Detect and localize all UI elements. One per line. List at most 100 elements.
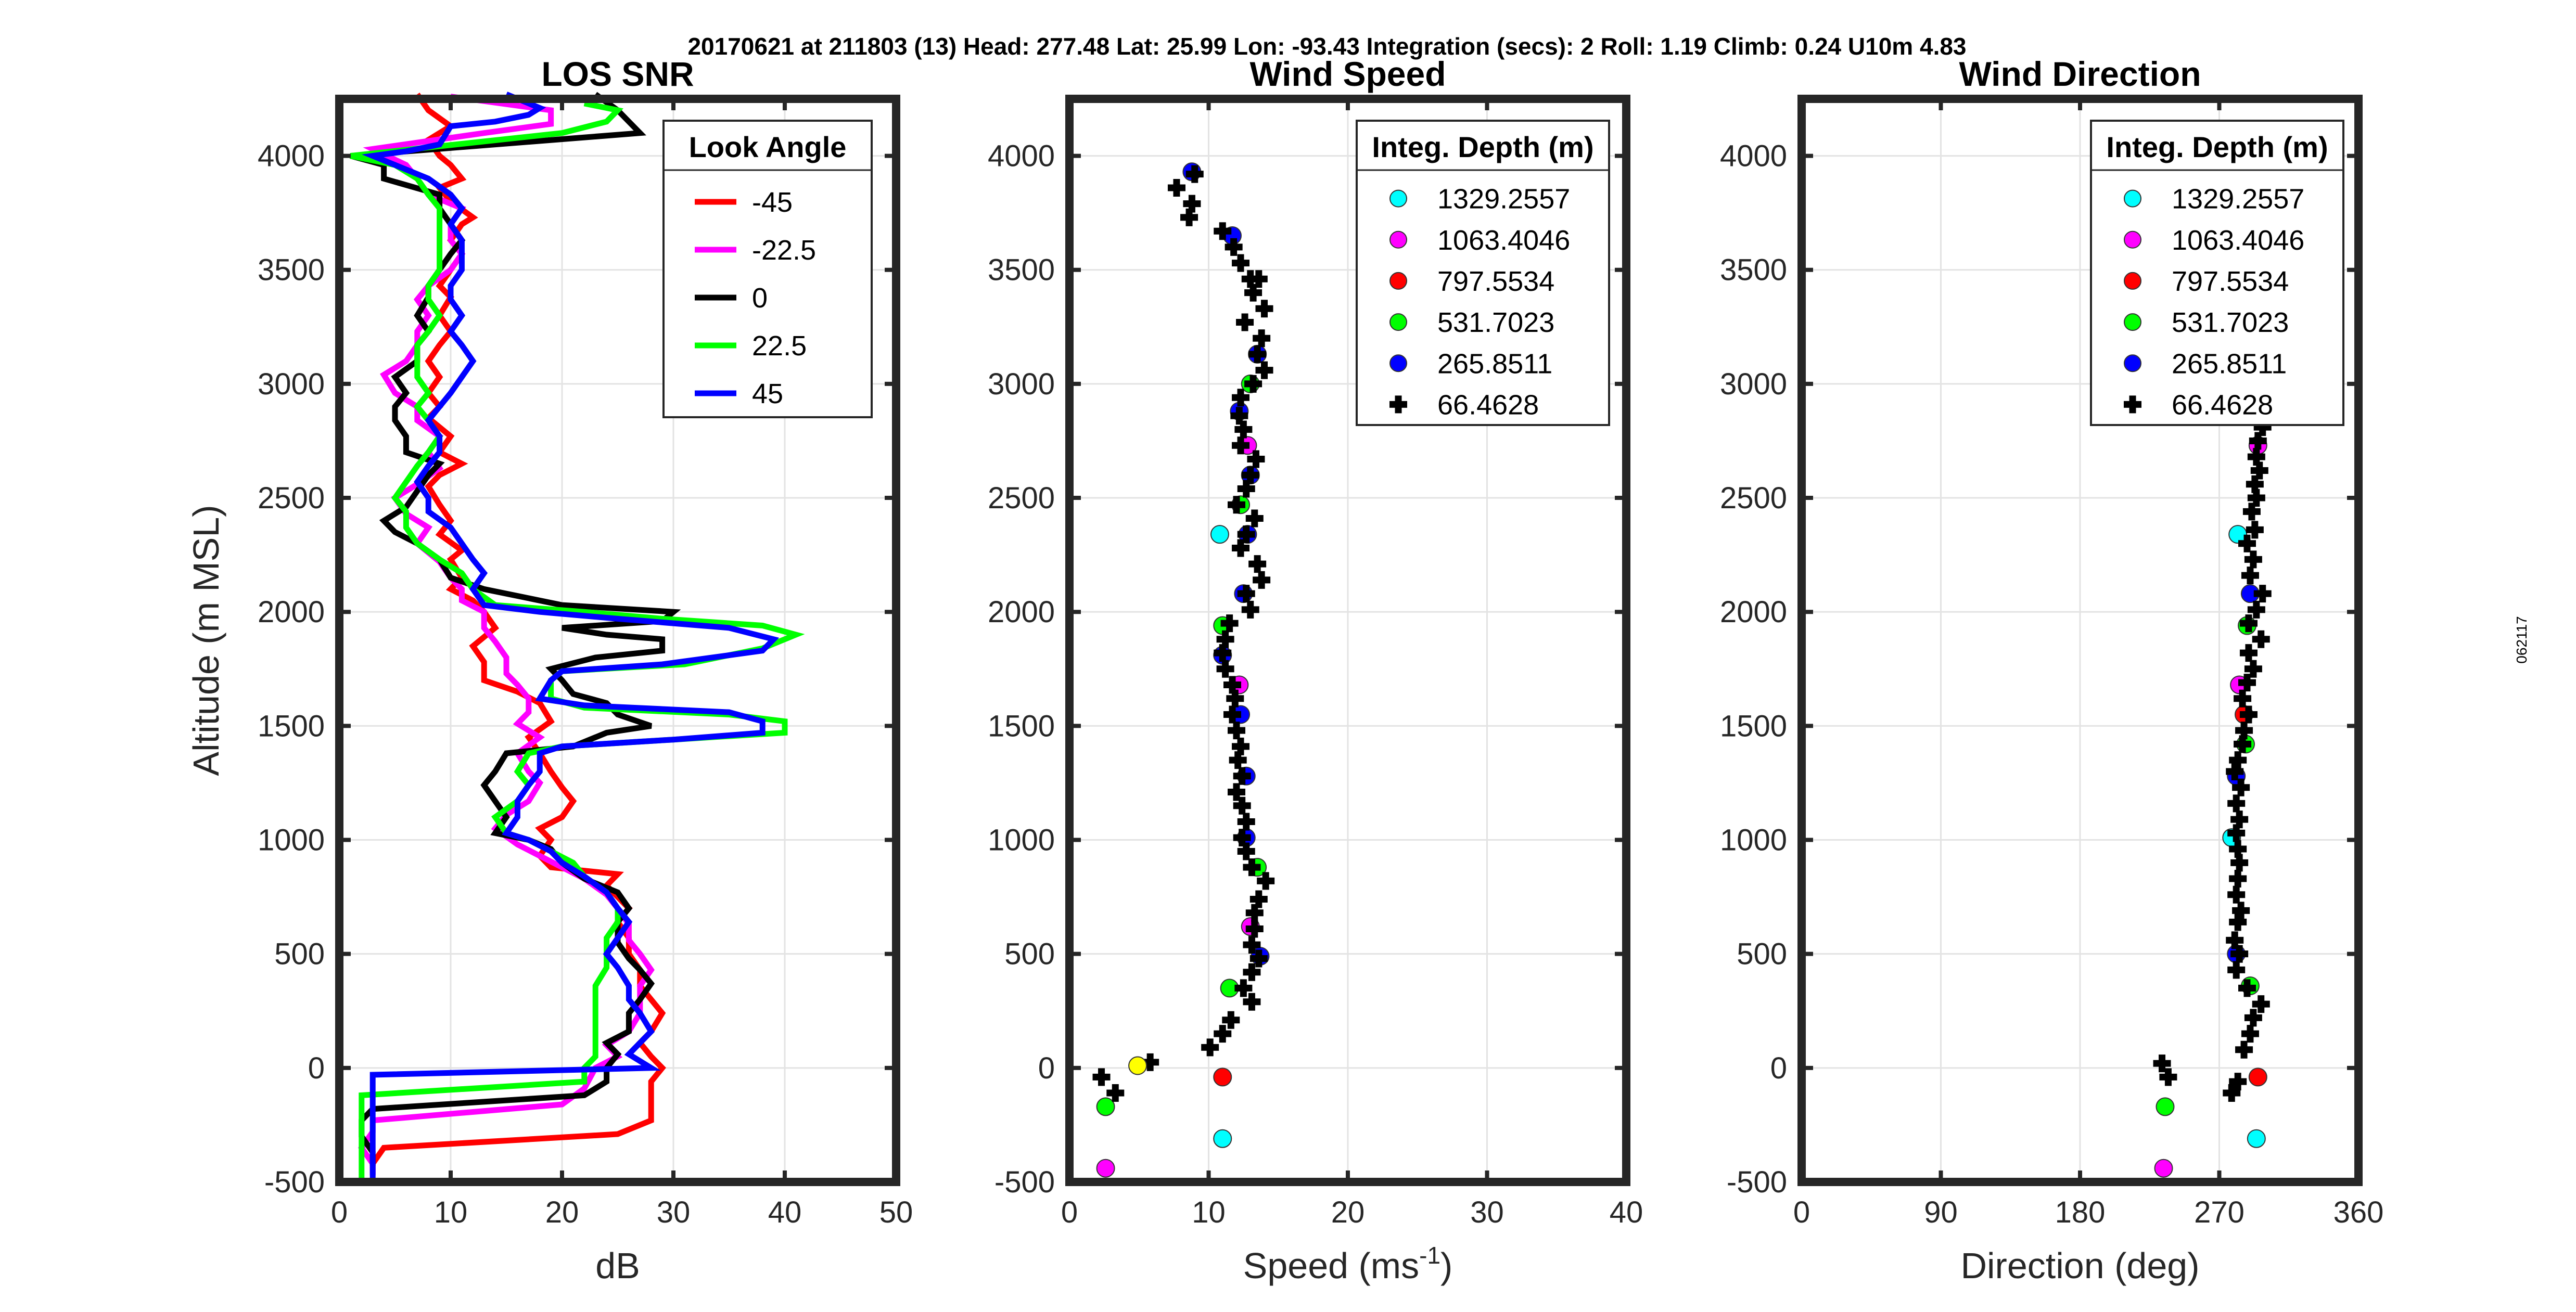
x-axis-label: dB xyxy=(595,1245,640,1286)
point-66_4628 xyxy=(2159,1068,2177,1086)
point-66_4628 xyxy=(2227,885,2246,904)
legend-title: Look Angle xyxy=(689,131,847,163)
x-tick-label: 30 xyxy=(657,1195,691,1229)
point-66_4628 xyxy=(1253,571,1271,589)
legend-swatch-1063_4046 xyxy=(2124,230,2141,249)
point-66_4628 xyxy=(2239,644,2258,662)
x-axis-label-sup: -1 xyxy=(1419,1242,1440,1269)
point-66_4628 xyxy=(2246,521,2264,539)
series-line-22_5 xyxy=(350,100,805,1182)
point-66_4628 xyxy=(1241,466,1259,484)
point-66_4628 xyxy=(1234,420,1253,439)
y-tick-label: 3500 xyxy=(988,253,1055,287)
legend-swatch-1329_2557 xyxy=(1389,189,1407,208)
point-66_4628 xyxy=(1214,222,1232,240)
x-tick-label: 180 xyxy=(2055,1195,2106,1229)
y-tick-label: 1000 xyxy=(988,824,1055,857)
legend-label-531_7023: 531.7023 xyxy=(1437,307,1554,338)
legend-swatch-1329_2557 xyxy=(2124,189,2141,208)
legend: Integ. Depth (m) 1329.2557 1063.4046 797.55… xyxy=(1356,120,1610,426)
point-1329_2557 xyxy=(1210,525,1229,544)
point-66_4628 xyxy=(2229,870,2247,888)
point-66_4628 xyxy=(1245,904,1264,922)
point-66_4628 xyxy=(1167,178,1185,197)
point-66_4628 xyxy=(1247,450,1265,468)
x-axis-label-end: ) xyxy=(1440,1245,1452,1286)
x-tick-label: 90 xyxy=(1924,1195,1958,1229)
legend-label-1063_4046: 1063.4046 xyxy=(1437,225,1570,256)
point-66_4628 xyxy=(2239,614,2258,633)
point-66_4628 xyxy=(2247,600,2265,619)
y-tick-label: 4000 xyxy=(1720,139,1787,173)
legend-swatch-797_5534 xyxy=(1389,272,1407,290)
point-66_4628 xyxy=(2227,961,2246,979)
axes-box xyxy=(335,95,900,1186)
point-66_4628 xyxy=(1237,585,1255,603)
y-tick-label: 3500 xyxy=(258,253,325,287)
point-66_4628 xyxy=(1253,329,1271,348)
point-66_4628 xyxy=(1236,313,1254,331)
x-tick-label: 50 xyxy=(879,1195,913,1229)
y-tick-label: 3000 xyxy=(988,367,1055,401)
point-66_4628 xyxy=(1232,436,1250,455)
point-66_4628 xyxy=(2153,1054,2171,1073)
point-66_4628 xyxy=(2230,945,2249,963)
point-66_4628 xyxy=(2253,585,2272,603)
point-66_4628 xyxy=(1241,600,1259,619)
point-66_4628 xyxy=(1222,1011,1240,1029)
legend-label-66_4628: 66.4628 xyxy=(1437,389,1539,420)
point-66_4628 xyxy=(1233,829,1251,847)
legend-label-1063_4046: 1063.4046 xyxy=(2172,225,2304,256)
point-66_4628 xyxy=(1245,509,1264,528)
legend-label-1329_2557: 1329.2557 xyxy=(2172,184,2304,215)
point-1329_2557 xyxy=(1213,1129,1232,1148)
point-66_4628 xyxy=(2250,461,2268,480)
x-tick-label: 10 xyxy=(434,1195,468,1229)
point-66_4628 xyxy=(2244,550,2262,569)
point-66_4628 xyxy=(1220,614,1239,633)
y-tick-label: 4000 xyxy=(988,139,1055,173)
chart-los-snr: 0 10 20 30 40 50-5000500100015002000250030003… xyxy=(186,55,913,1286)
point-66_4628 xyxy=(2238,534,2256,552)
chart-title: Wind Direction xyxy=(1959,55,2201,93)
point-66_4628 xyxy=(1232,254,1250,272)
legend-box xyxy=(662,120,873,418)
point-66_4628 xyxy=(2223,1084,2241,1102)
figure-suptitle: 20170621 at 211803 (13) Head: 277.48 Lat… xyxy=(687,33,1966,60)
point-66_4628 xyxy=(1248,555,1267,573)
point-66_4628 xyxy=(2238,674,2256,692)
point-66_4628 xyxy=(2232,778,2250,796)
point-66_4628 xyxy=(1180,208,1198,226)
point-1329_2557 xyxy=(2247,1129,2266,1148)
chart-wind-direction: 0 90 180 270 360-500050010001500200025003000… xyxy=(1720,55,2383,1286)
plot-area xyxy=(349,92,805,1182)
point-66_4628 xyxy=(1249,949,1268,968)
point-66_4628 xyxy=(1243,858,1261,877)
point-531_7023 xyxy=(2156,1097,2175,1116)
point-66_4628 xyxy=(1228,783,1245,801)
x-axis-label-main: Speed (ms xyxy=(1243,1245,1419,1286)
point-66_4628 xyxy=(2249,432,2267,450)
point-1329_2557 xyxy=(2228,525,2248,544)
y-tick-label: 500 xyxy=(1737,937,1787,971)
series-line-45 xyxy=(362,92,780,1182)
point-66_4628 xyxy=(1216,660,1234,678)
point-66_4628 xyxy=(1229,751,1247,769)
point-66_4628 xyxy=(2247,489,2265,507)
point-66_4628 xyxy=(2239,705,2258,724)
legend-swatch-531_7023 xyxy=(2124,313,2141,331)
y-tick-label: 1500 xyxy=(988,709,1055,743)
point-66_4628 xyxy=(1106,1084,1125,1102)
point-extra xyxy=(1128,1056,1147,1075)
point-66_4628 xyxy=(1237,480,1255,498)
point-66_4628 xyxy=(1230,407,1248,425)
point-66_4628 xyxy=(1243,936,1261,954)
point-66_4628 xyxy=(1214,1025,1232,1043)
legend-swatch-797_5534 xyxy=(2124,272,2141,290)
plot-area xyxy=(1092,162,1275,1178)
point-66_4628 xyxy=(2234,735,2252,753)
y-tick-label: -500 xyxy=(994,1165,1055,1199)
y-tick-label: 2500 xyxy=(988,481,1055,515)
point-66_4628 xyxy=(2234,689,2252,708)
x-tick-label: 0 xyxy=(331,1195,348,1229)
